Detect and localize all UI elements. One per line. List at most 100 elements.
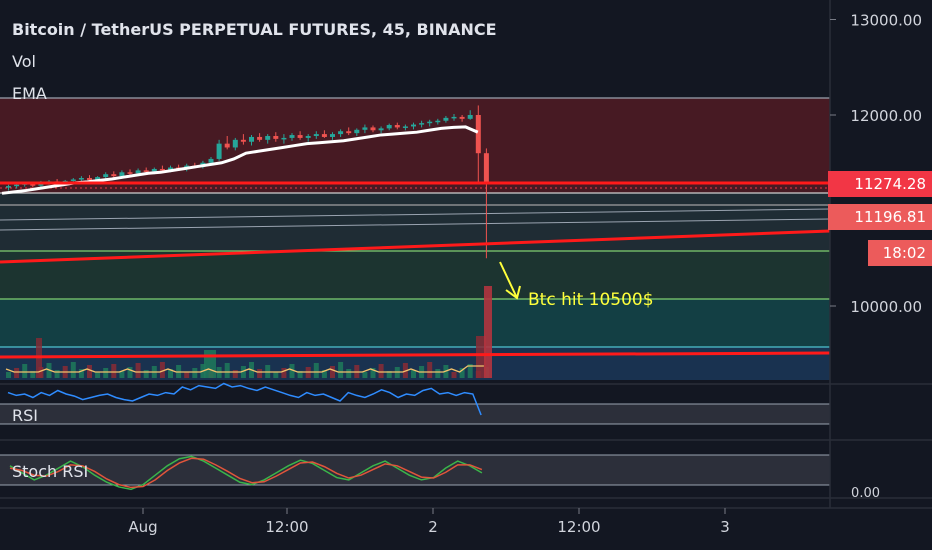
- candle-body: [151, 168, 157, 172]
- candle-body: [354, 129, 360, 134]
- y-tick-label: 12000.00: [850, 107, 922, 125]
- rsi-tick-label: 0.00: [851, 486, 880, 501]
- candle-body: [386, 125, 392, 129]
- x-tick-label: 12:00: [557, 518, 600, 536]
- volume-bar: [168, 369, 173, 378]
- candle-body: [321, 134, 327, 137]
- candle-body: [443, 117, 449, 121]
- candle-body: [249, 136, 254, 142]
- candle-body: [305, 136, 311, 138]
- chart-title: Bitcoin / TetherUS PERPETUAL FUTURES, 45…: [12, 20, 497, 39]
- candle-body: [281, 137, 287, 140]
- volume-bar: [70, 362, 76, 378]
- volume-bar: [297, 371, 303, 378]
- volume-bar: [22, 364, 28, 378]
- volume-bar: [103, 368, 109, 378]
- volume-bar: [54, 370, 60, 378]
- y-tick-label: 10000.00: [850, 298, 922, 316]
- volume-bar: [378, 364, 384, 378]
- candle-body: [467, 115, 473, 119]
- candle-body: [265, 136, 271, 140]
- candle-body: [411, 124, 416, 127]
- volume-bar: [370, 368, 376, 378]
- x-tick-label: 3: [720, 518, 730, 536]
- volume-ma-line: [5, 365, 484, 373]
- volume-bar: [257, 369, 263, 378]
- volume-bar: [240, 366, 246, 378]
- rsi-line: [7, 382, 482, 416]
- vol-indicator-label: Vol: [12, 52, 36, 71]
- price-label-level: 11196.81: [828, 204, 932, 230]
- y-tick-label: 13000.00: [850, 12, 922, 30]
- candle-body: [475, 115, 481, 154]
- volume-bar: [95, 372, 101, 378]
- volume-bar: [14, 368, 20, 378]
- rsi-band: [0, 404, 830, 424]
- candle-body: [135, 170, 141, 174]
- zone-grey: [0, 193, 830, 251]
- x-tick-label: 12:00: [265, 518, 308, 536]
- candle-body: [159, 168, 165, 171]
- volume-bar: [362, 372, 368, 378]
- volume-bar: [111, 364, 117, 378]
- grey-slant-line-a: [0, 208, 831, 221]
- countdown-label: 18:02: [868, 240, 932, 266]
- stoch-rsi-panel-label: Stoch RSI: [12, 462, 89, 481]
- volume-bar: [6, 372, 11, 378]
- volume-bar-spike: [484, 286, 492, 378]
- annotation-text: Btc hit 10500$: [528, 290, 654, 310]
- candle-body: [143, 170, 149, 172]
- volume-bar: [346, 369, 352, 378]
- lower-red-line: [0, 351, 831, 359]
- candle-body: [427, 121, 433, 124]
- zone-red: [0, 98, 830, 193]
- volume-bar: [232, 370, 238, 378]
- candle-body: [127, 172, 133, 174]
- candle-body: [451, 116, 457, 119]
- candle-body: [459, 116, 465, 119]
- candle-body: [216, 143, 222, 159]
- volume-bar: [313, 363, 319, 378]
- volume-bar: [338, 362, 344, 378]
- candle-body: [257, 136, 263, 140]
- candle-body: [346, 131, 352, 134]
- candle-body: [370, 127, 376, 131]
- volume-bar: [224, 363, 230, 378]
- candle-body: [208, 158, 214, 163]
- candle-body: [232, 139, 238, 148]
- candle-body: [483, 153, 489, 185]
- volume-bar: [476, 336, 486, 378]
- volume-bar: [78, 369, 84, 378]
- candle-body: [119, 172, 125, 177]
- volume-bar: [184, 372, 190, 378]
- volume-bar: [435, 369, 441, 378]
- stoch-d-line: [9, 457, 483, 489]
- x-tick-label: Aug: [128, 518, 157, 536]
- volume-bar: [30, 371, 36, 378]
- volume-bar: [192, 368, 198, 378]
- stoch-k-line: [9, 455, 483, 491]
- price-label-last: 11274.28: [828, 171, 932, 197]
- candle-body: [297, 135, 303, 138]
- candle-body: [402, 126, 408, 128]
- trend-line: [0, 229, 831, 264]
- candle-body: [224, 143, 230, 148]
- candle-body: [95, 177, 101, 180]
- candle-body: [394, 125, 400, 128]
- grey-slant-line-b: [0, 218, 831, 231]
- annotation-arrow: [499, 261, 521, 300]
- stoch-band: [0, 455, 830, 485]
- zone-green: [0, 251, 830, 299]
- volume-bar: [451, 372, 457, 378]
- candle-body: [378, 128, 384, 131]
- volume-bar: [386, 371, 392, 378]
- candle-body: [338, 131, 344, 135]
- rsi-panel-label: RSI: [12, 406, 38, 425]
- candle-body: [87, 178, 92, 180]
- candle-body: [419, 123, 425, 125]
- zone-teal: [0, 299, 830, 347]
- candle-body: [6, 186, 11, 188]
- candle-body: [14, 184, 20, 187]
- volume-bar: [273, 372, 279, 378]
